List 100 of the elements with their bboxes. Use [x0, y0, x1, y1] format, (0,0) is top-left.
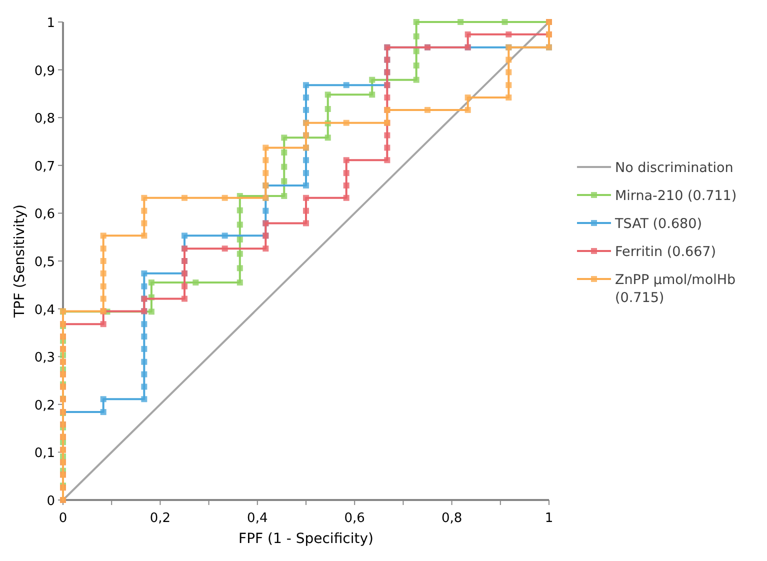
point — [413, 33, 420, 40]
point — [506, 94, 512, 101]
point — [303, 106, 309, 113]
legend-label: No discrimination — [615, 160, 734, 176]
point — [324, 106, 331, 112]
y-tick-label: 0,5 — [34, 255, 55, 270]
point — [413, 62, 420, 68]
point — [262, 157, 269, 164]
point — [369, 92, 376, 98]
point — [324, 134, 331, 141]
point — [384, 144, 390, 151]
x-tick-label: 0,4 — [247, 511, 268, 526]
point — [141, 208, 148, 214]
point — [424, 106, 430, 113]
point — [464, 94, 471, 101]
point — [464, 106, 471, 113]
point — [141, 270, 148, 276]
point — [141, 220, 148, 226]
point — [343, 194, 350, 201]
point — [141, 396, 148, 402]
y-axis-title: TPF (Sensitivity) — [12, 204, 28, 319]
point — [281, 192, 288, 199]
point — [303, 182, 309, 188]
point — [141, 358, 148, 365]
point — [100, 270, 106, 276]
point — [222, 246, 228, 252]
point — [413, 76, 420, 83]
point — [100, 321, 106, 328]
point — [343, 170, 350, 176]
x-axis-title: FPF (1 - Specificity) — [238, 531, 374, 547]
point — [182, 283, 188, 290]
point — [100, 258, 106, 264]
point — [506, 31, 512, 38]
legend-label: Mirna-210 (0.711) — [615, 188, 737, 204]
point — [182, 232, 188, 239]
point — [262, 170, 269, 176]
point — [502, 19, 508, 25]
y-tick-label: 0,7 — [34, 159, 55, 174]
point — [369, 76, 376, 83]
point — [262, 144, 269, 151]
point — [324, 92, 331, 98]
point — [236, 207, 243, 214]
point — [343, 157, 350, 164]
point — [100, 396, 106, 402]
point — [192, 280, 199, 286]
point — [343, 182, 350, 188]
point — [141, 283, 148, 290]
point — [303, 208, 309, 214]
point — [148, 308, 154, 315]
legend-label: Ferritin (0.667) — [615, 244, 716, 260]
point — [100, 232, 106, 239]
y-tick-label: 0,6 — [34, 207, 55, 222]
point — [100, 283, 106, 290]
point — [236, 236, 243, 242]
point — [262, 246, 269, 252]
y-tick-label: 0,9 — [34, 64, 55, 79]
point — [384, 157, 390, 164]
y-tick-label: 0,3 — [34, 350, 55, 366]
y-tick-label: 1 — [46, 16, 55, 31]
x-tick-label: 1 — [544, 511, 554, 526]
point — [100, 296, 106, 302]
x-tick-label: 0,2 — [150, 511, 171, 526]
point — [384, 132, 390, 138]
point — [458, 19, 464, 25]
x-tick-label: 0,6 — [344, 511, 365, 526]
point — [148, 280, 154, 286]
point — [141, 346, 148, 352]
y-tick-label: 0,4 — [34, 302, 55, 318]
point — [303, 220, 309, 226]
point — [182, 194, 188, 201]
point — [303, 170, 309, 176]
point — [182, 296, 188, 302]
point — [281, 164, 288, 170]
point — [236, 265, 243, 272]
point — [343, 120, 350, 126]
point — [506, 56, 512, 63]
point — [506, 69, 512, 76]
legend-label: TSAT (0.680) — [614, 216, 702, 232]
point — [236, 280, 243, 286]
point — [222, 232, 228, 239]
point — [141, 194, 148, 201]
point — [303, 157, 309, 164]
point — [281, 178, 288, 184]
x-tick-label: 0,8 — [441, 511, 462, 526]
point — [100, 246, 106, 252]
point — [281, 149, 288, 156]
point — [413, 19, 420, 25]
point — [384, 94, 390, 101]
point — [141, 232, 148, 239]
y-tick-label: 0,8 — [34, 112, 55, 127]
point — [303, 82, 309, 88]
point — [303, 194, 309, 201]
point — [506, 82, 512, 88]
point — [281, 134, 288, 141]
point — [413, 48, 420, 54]
point — [343, 82, 350, 88]
point — [236, 222, 243, 228]
point — [141, 321, 148, 328]
point — [141, 371, 148, 378]
x-tick-label: 0 — [58, 511, 68, 526]
